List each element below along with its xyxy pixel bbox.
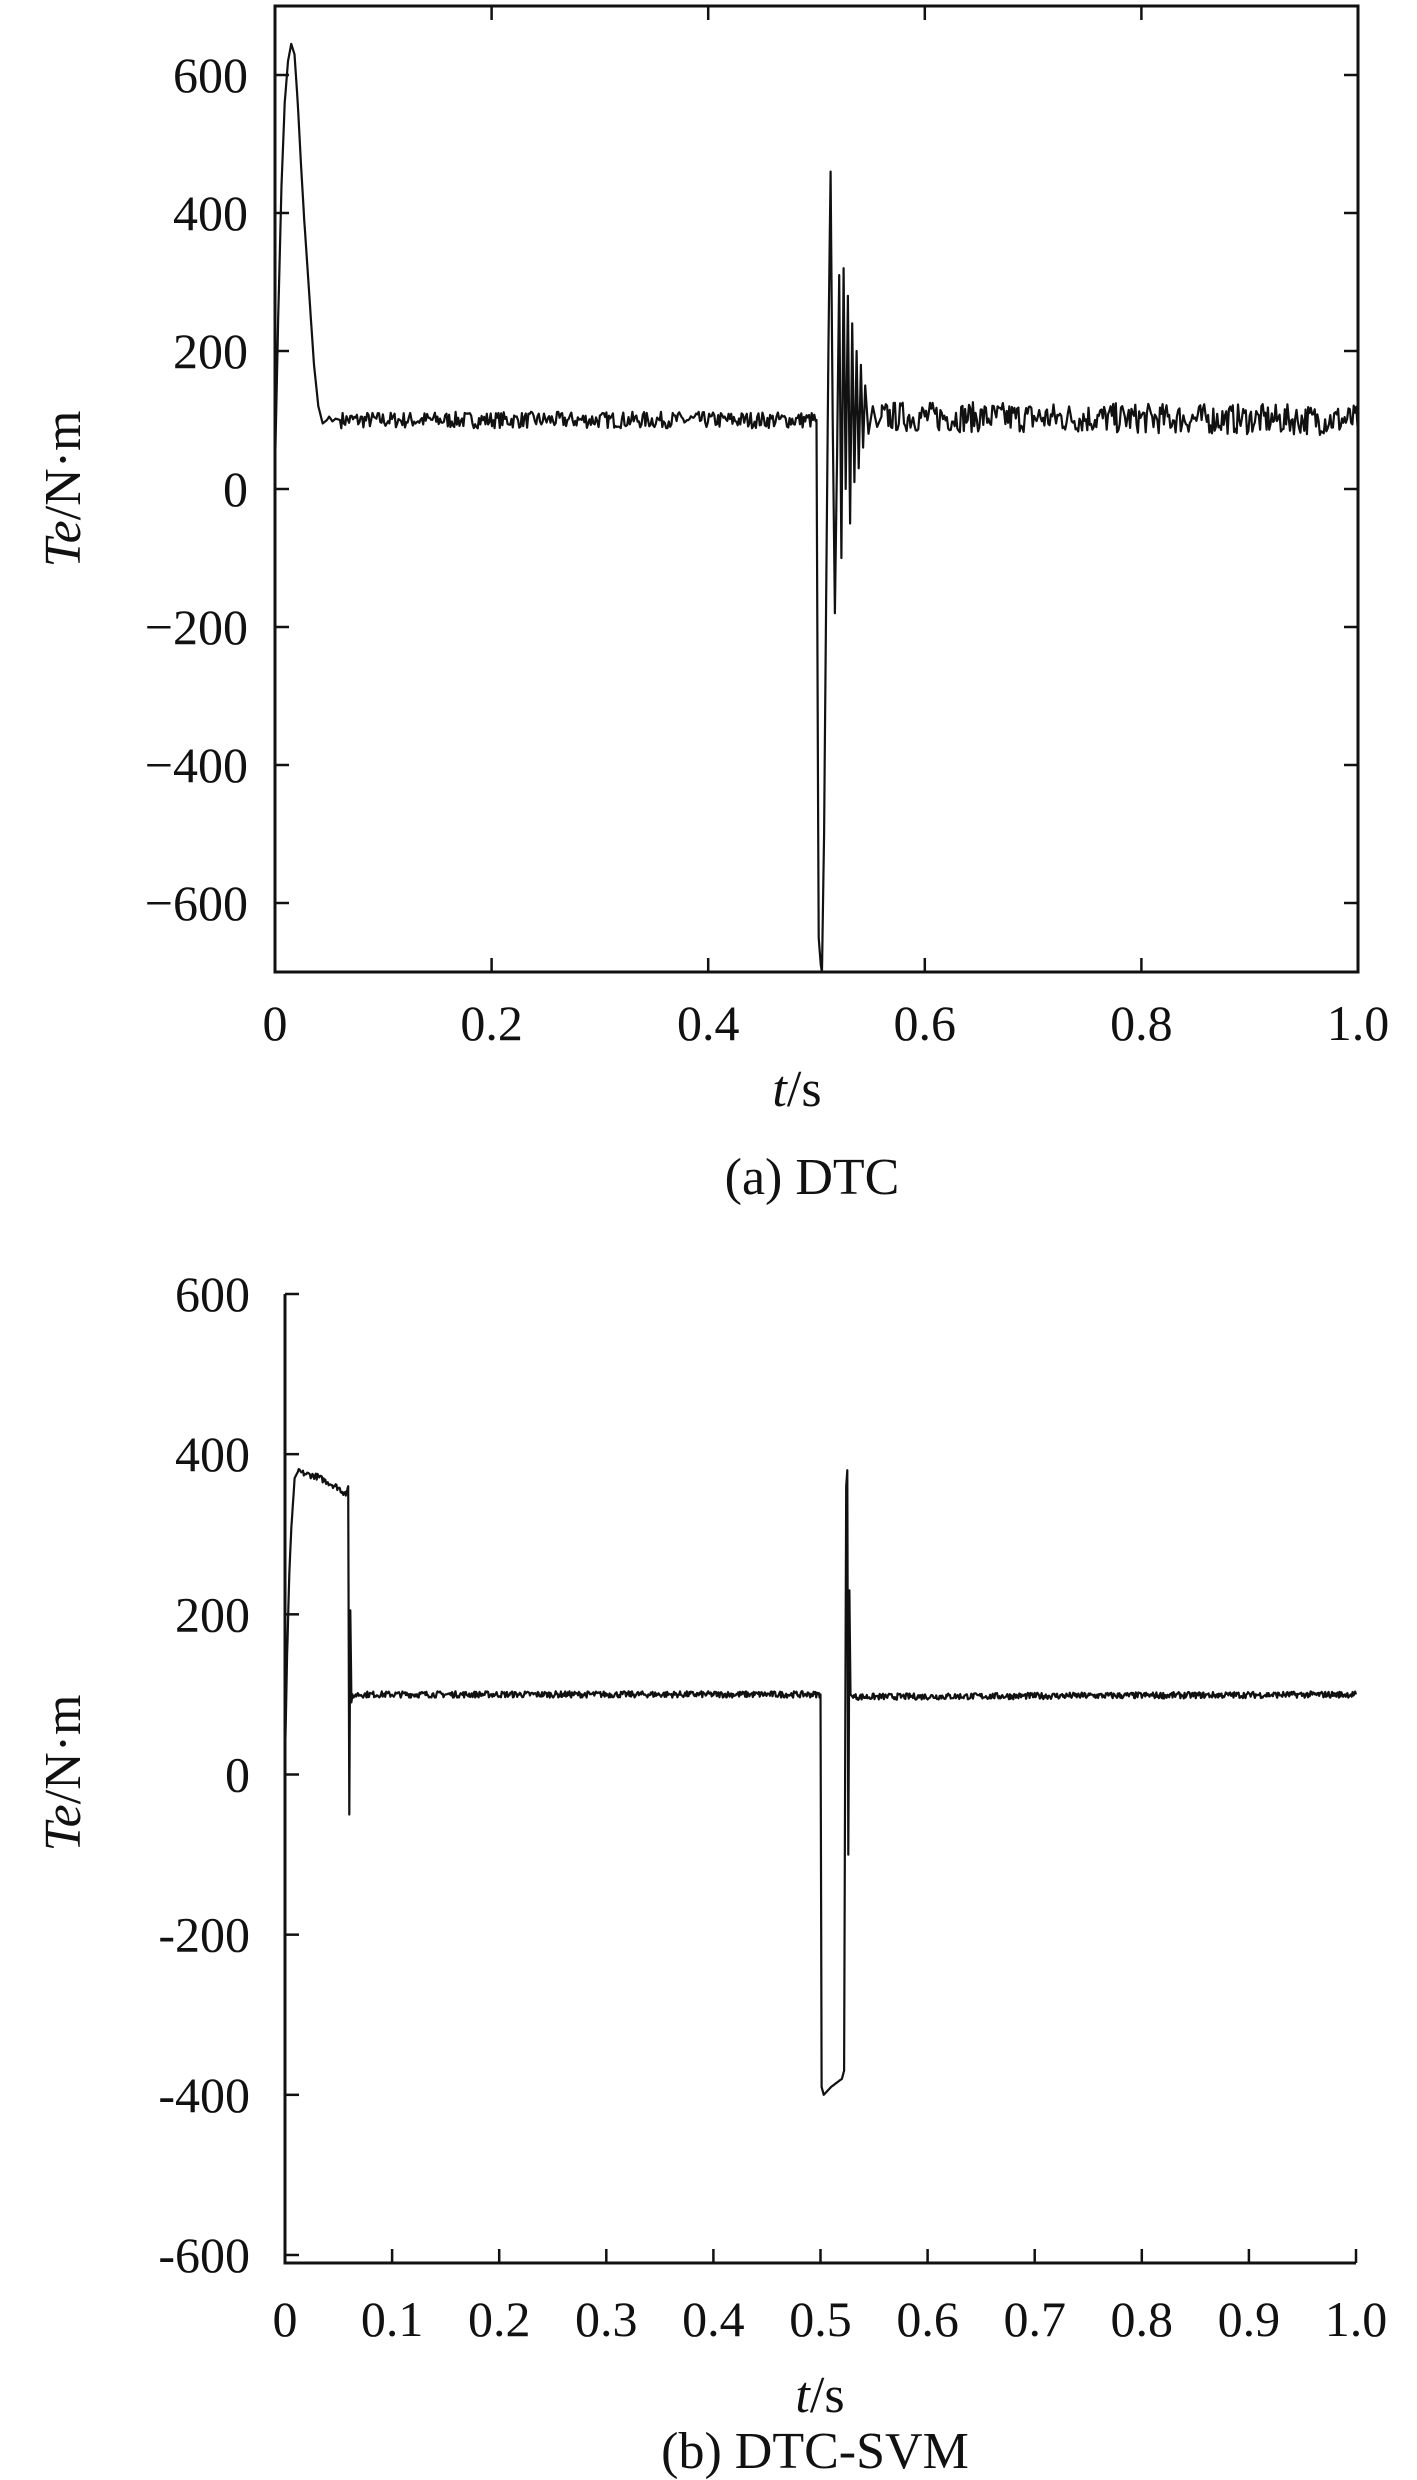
chart-a-x-tick-label: 0.6: [894, 995, 957, 1051]
chart-a-x-tick-label: 1.0: [1327, 995, 1390, 1051]
chart-b-x-tick-label: 0.5: [789, 2291, 852, 2347]
chart-a-x-tick-labels: 0 0.2 0.4 0.6 0.8 1.0: [263, 995, 1390, 1051]
chart-a-caption: (a) DTC: [725, 1149, 900, 1206]
chart-b-y-tick-label: -200: [158, 1907, 250, 1963]
chart-a-x-tick-label: 0.4: [677, 995, 740, 1051]
chart-b-x-tick-label: 0.2: [468, 2291, 531, 2347]
chart-a-y-tick-label: 200: [173, 323, 248, 379]
chart-b-x-tick-label: 0.9: [1218, 2291, 1281, 2347]
chart-a-ticks: [273, 6, 1360, 972]
chart-a-series-te-line: [273, 42, 1360, 974]
chart-b-caption: (b) DTC-SVM: [661, 2423, 969, 2480]
chart-b-x-tick-label: 0.4: [682, 2291, 745, 2347]
chart-b-x-axis-label: t/s: [795, 2367, 844, 2424]
chart-b-y-tick-label: 400: [175, 1426, 250, 1482]
chart-b-series-te-line: [283, 1468, 1358, 2096]
chart-a-y-tick-labels: 600 400 200 0 −200 −400 −600: [145, 47, 248, 931]
chart-a-y-tick-label: 400: [173, 185, 248, 241]
chart-b-x-tick-labels: 0 0.1 0.2 0.3 0.4 0.5 0.6 0.7 0.8 0.9 1.0: [273, 2291, 1388, 2347]
chart-a-y-tick-label: −200: [145, 599, 248, 655]
chart-b-x-tick-label: 1.0: [1325, 2291, 1388, 2347]
chart-b-x-tick-label: 0.1: [361, 2291, 424, 2347]
chart-b-y-tick-labels: 600 400 200 0 -200 -400 -600: [158, 1266, 250, 2283]
chart-b-y-tick-label: -400: [158, 2067, 250, 2123]
chart-a-x-tick-label: 0.8: [1110, 995, 1173, 1051]
chart-a-x-tick-label: 0: [263, 995, 288, 1051]
chart-a-x-axis-label: t/s: [772, 1061, 821, 1118]
chart-b-x-tick-label: 0.8: [1111, 2291, 1174, 2347]
chart-a-y-axis-label: Te/N·m: [35, 411, 92, 568]
chart-b-y-axis-label: Te/N·m: [35, 1695, 92, 1852]
chart-b-x-tick-label: 0.3: [575, 2291, 638, 2347]
chart-a-y-tick-label: −600: [145, 875, 248, 931]
chart-b-y-tick-label: 0: [225, 1746, 250, 1802]
chart-b-y-tick-label: 200: [175, 1586, 250, 1642]
chart-a-y-tick-label: 0: [223, 461, 248, 517]
chart-b-y-tick-label: 600: [175, 1266, 250, 1322]
chart-b-ticks: [283, 1292, 1358, 2263]
chart-a-x-tick-label: 0.2: [460, 995, 523, 1051]
chart-b-y-tick-label: -600: [158, 2227, 250, 2283]
chart-b-x-tick-label: 0.6: [896, 2291, 959, 2347]
chart-b-x-tick-label: 0.7: [1003, 2291, 1066, 2347]
chart-b-x-tick-label: 0: [273, 2291, 298, 2347]
chart-a-y-tick-label: 600: [173, 47, 248, 103]
chart-a-y-tick-label: −400: [145, 737, 248, 793]
